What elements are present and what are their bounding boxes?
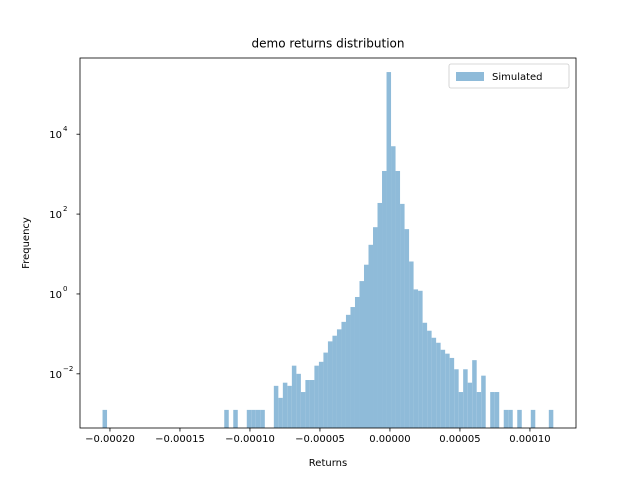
y-tick-label: 104 bbox=[49, 125, 68, 141]
bar bbox=[440, 349, 446, 428]
y-tick-exponent: 4 bbox=[63, 125, 68, 133]
y-tick-base: 10 bbox=[49, 210, 62, 221]
bar bbox=[278, 397, 283, 428]
bar bbox=[391, 146, 396, 429]
bar bbox=[472, 360, 477, 428]
bar bbox=[377, 202, 383, 428]
bar bbox=[431, 337, 437, 428]
bar bbox=[494, 392, 500, 428]
legend-swatch bbox=[456, 72, 484, 81]
y-tick-label: 10−2 bbox=[49, 365, 73, 381]
chart-title: demo returns distribution bbox=[252, 37, 405, 51]
bar bbox=[224, 409, 229, 428]
bar bbox=[395, 170, 401, 428]
bar bbox=[368, 244, 374, 428]
bar bbox=[418, 290, 423, 428]
bar bbox=[350, 307, 355, 428]
bar bbox=[309, 380, 315, 428]
bar bbox=[445, 353, 450, 428]
bar bbox=[260, 409, 265, 428]
bar bbox=[273, 385, 279, 428]
bar bbox=[336, 329, 342, 428]
bar bbox=[318, 361, 324, 428]
bar bbox=[503, 409, 509, 428]
bar bbox=[300, 392, 306, 428]
bar bbox=[373, 227, 378, 428]
bar bbox=[517, 409, 522, 428]
bar bbox=[467, 382, 473, 428]
bar bbox=[530, 409, 536, 428]
bar bbox=[363, 264, 369, 428]
bar bbox=[345, 314, 351, 428]
bar bbox=[409, 261, 414, 428]
axes-frame bbox=[79, 57, 577, 429]
bar bbox=[296, 373, 301, 428]
bar bbox=[449, 357, 455, 428]
bar bbox=[404, 229, 410, 428]
bar bbox=[327, 341, 333, 428]
y-tick-label: 100 bbox=[49, 285, 67, 301]
bar bbox=[508, 409, 513, 428]
bar bbox=[400, 203, 405, 428]
bar bbox=[246, 409, 252, 428]
bar bbox=[359, 281, 364, 428]
y-tick-base: 10 bbox=[49, 370, 62, 381]
bar bbox=[490, 392, 495, 428]
x-axis-label: Returns bbox=[309, 458, 347, 469]
bar bbox=[314, 365, 319, 428]
bar bbox=[413, 289, 419, 428]
bar bbox=[291, 365, 297, 428]
legend-box bbox=[448, 63, 570, 89]
x-tick-label: −0.00020 bbox=[85, 434, 135, 445]
bar bbox=[422, 322, 428, 428]
x-tick-label: 0.00000 bbox=[369, 434, 410, 445]
y-tick-exponent: 0 bbox=[63, 285, 67, 293]
bar bbox=[382, 170, 387, 428]
bar bbox=[251, 409, 256, 428]
bar bbox=[323, 352, 328, 428]
y-tick-exponent: 2 bbox=[63, 205, 67, 213]
bar bbox=[481, 375, 486, 428]
bar bbox=[341, 321, 346, 428]
bar bbox=[282, 382, 288, 428]
y-axis-label: Frequency bbox=[21, 217, 32, 269]
x-tick-label: −0.00005 bbox=[295, 434, 345, 445]
y-tick-label: 102 bbox=[49, 205, 67, 221]
bar bbox=[476, 392, 482, 428]
y-tick-base: 10 bbox=[49, 290, 62, 301]
bar bbox=[305, 380, 310, 428]
bar bbox=[454, 369, 459, 428]
bar bbox=[548, 409, 554, 428]
bar bbox=[255, 409, 261, 428]
legend-label: Simulated bbox=[492, 72, 543, 83]
bar bbox=[354, 296, 360, 428]
x-tick-label: −0.00010 bbox=[225, 434, 275, 445]
bar bbox=[102, 409, 108, 428]
y-tick-base: 10 bbox=[49, 130, 62, 141]
bar bbox=[233, 409, 238, 428]
bar bbox=[458, 392, 464, 428]
y-tick-exponent: −2 bbox=[63, 365, 73, 373]
x-tick-label: −0.00015 bbox=[155, 434, 205, 445]
x-tick-label: 0.00010 bbox=[509, 434, 550, 445]
bar bbox=[436, 342, 441, 428]
x-tick-label: 0.00005 bbox=[439, 434, 480, 445]
bar bbox=[332, 335, 337, 428]
bar bbox=[386, 72, 392, 428]
bar bbox=[463, 369, 468, 428]
bar bbox=[427, 330, 432, 428]
bar bbox=[287, 385, 292, 428]
